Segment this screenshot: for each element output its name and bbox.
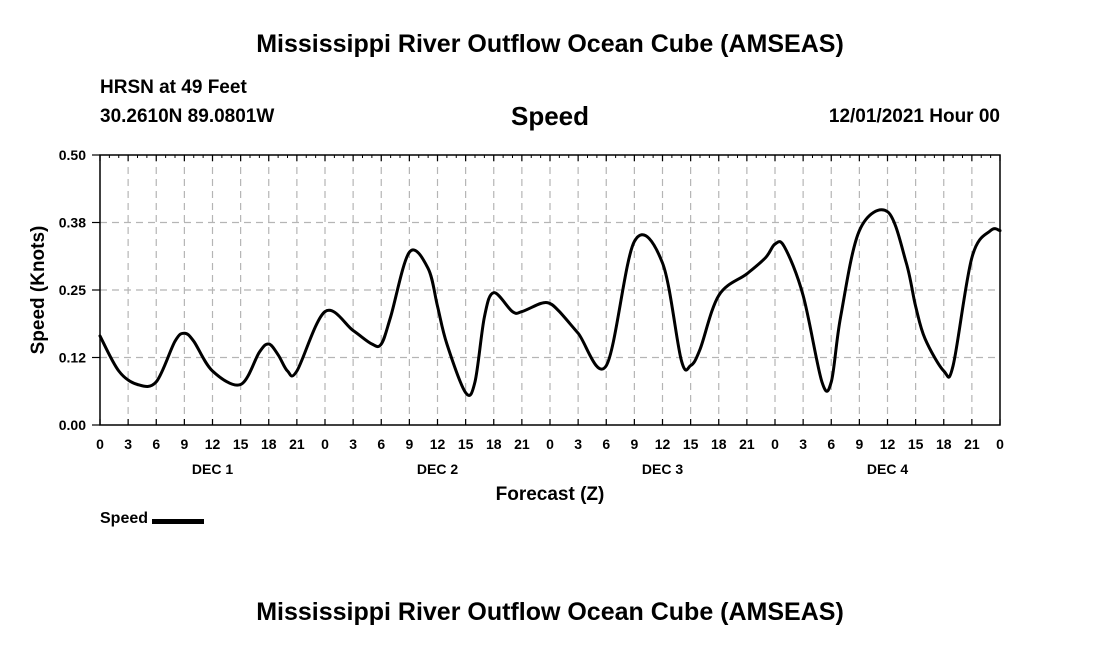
coordinates-label: 30.2610N 89.0801W <box>100 106 275 127</box>
x-tick-label: 12 <box>205 436 221 452</box>
y-tick-label: 0.00 <box>59 417 86 433</box>
x-tick-label: 18 <box>936 436 952 452</box>
y-tick-label: 0.12 <box>59 350 86 366</box>
x-tick-label: 12 <box>430 436 446 452</box>
plot-frame <box>99 154 1001 426</box>
station-label: HRSN at 49 Feet <box>100 77 247 98</box>
x-tick-label: 3 <box>799 436 807 452</box>
day-label: DEC 3 <box>642 461 683 477</box>
x-tick-label: 0 <box>96 436 104 452</box>
x-tick-label: 0 <box>771 436 779 452</box>
x-tick-label: 6 <box>602 436 610 452</box>
legend-label: Speed <box>100 510 149 527</box>
y-tick-label: 0.38 <box>59 215 86 231</box>
grid <box>100 155 1000 425</box>
x-tick-label: 9 <box>405 436 413 452</box>
x-tick-label: 9 <box>855 436 863 452</box>
legend-swatch <box>152 518 205 524</box>
day-label: DEC 4 <box>867 461 908 477</box>
x-tick-label: 21 <box>964 436 980 452</box>
x-tick-label: 15 <box>683 436 699 452</box>
x-tick-label: 18 <box>486 436 502 452</box>
x-tick-label: 9 <box>630 436 638 452</box>
x-tick-label: 3 <box>124 436 132 452</box>
day-label: DEC 2 <box>417 461 458 477</box>
chart-variable-title: Speed <box>510 101 590 131</box>
speed-series-line <box>98 208 1002 397</box>
x-tick-label: 18 <box>711 436 727 452</box>
x-tick-label: 6 <box>377 436 385 452</box>
x-tick-label: 3 <box>574 436 582 452</box>
x-tick-label: 18 <box>261 436 277 452</box>
x-tick-label: 6 <box>827 436 835 452</box>
series-layer <box>98 208 1002 397</box>
x-tick-label: 21 <box>289 436 305 452</box>
legend: Speed <box>100 510 205 528</box>
x-tick-label: 0 <box>321 436 329 452</box>
x-tick-label: 0 <box>996 436 1004 452</box>
x-tick-label: 9 <box>180 436 188 452</box>
x-axis-title: Forecast (Z) <box>496 484 605 505</box>
x-tick-label: 3 <box>349 436 357 452</box>
x-tick-label: 12 <box>655 436 671 452</box>
x-tick-label: 6 <box>152 436 160 452</box>
x-tick-label: 12 <box>880 436 896 452</box>
y-axis-title: Speed (Knots) <box>28 226 49 355</box>
x-tick-label: 0 <box>546 436 554 452</box>
chart-main-title-repeat: Mississippi River Outflow Ocean Cube (AM… <box>256 598 844 626</box>
x-tick-label: 15 <box>233 436 249 452</box>
x-tick-label: 15 <box>908 436 924 452</box>
x-tick-label: 15 <box>458 436 474 452</box>
y-tick-label: 0.25 <box>59 282 86 298</box>
axis-labels: 0 3 6 9 12 15 18 21 0 3 6 9 12 15 18 21 0 3 6 9 12 15 18 21 0 3 6 9… <box>59 147 1004 477</box>
x-tick-label: 21 <box>739 436 755 452</box>
chart-main-title: Mississippi River Outflow Ocean Cube (AM… <box>256 30 844 58</box>
y-tick-label: 0.50 <box>59 147 86 163</box>
forecast-datetime: 12/01/2021 Hour 00 <box>828 106 1000 127</box>
x-tick-label: 21 <box>514 436 530 452</box>
day-label: DEC 1 <box>192 461 233 477</box>
